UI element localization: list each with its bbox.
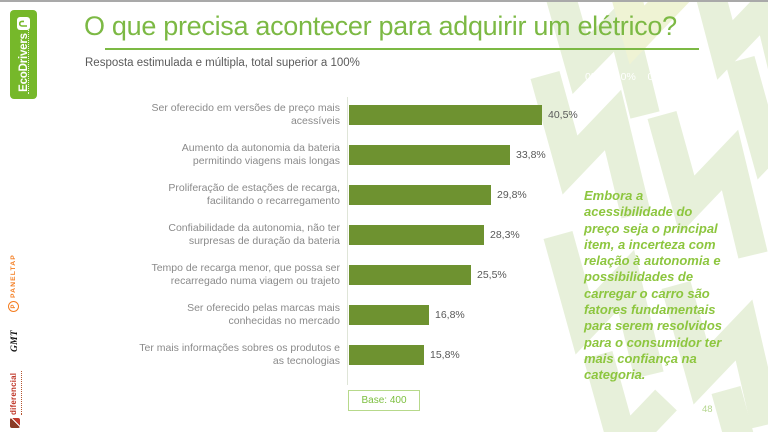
value-label: 15,8%: [430, 349, 460, 361]
diferencial-tagline: [18, 371, 22, 415]
bar-group: 15,8%: [349, 345, 460, 365]
category-label: Ser oferecido pelas marcas mais conhecid…: [187, 301, 340, 327]
diferencial-icon: [10, 418, 20, 428]
paneltap-p-icon: P: [8, 301, 19, 312]
paneltap-logo: P PANELTAP: [7, 244, 20, 312]
axis-line: [347, 97, 348, 385]
bar: [349, 345, 424, 365]
category-label: Ter mais informações sobres os produtos …: [139, 341, 340, 367]
category-label: Ser oferecido em versões de preço mais a…: [151, 101, 340, 127]
base-badge: Base: 400: [348, 390, 420, 411]
category-label: Confiabilidade da autonomia, não ter sur…: [168, 221, 340, 247]
ghost-value-labels: 0% 0,0% 0,0%: [585, 71, 672, 83]
bar-group: 16,8%: [349, 305, 465, 325]
chart-row: Ser oferecido pelas marcas mais conhecid…: [68, 295, 578, 335]
value-label: 16,8%: [435, 309, 465, 321]
top-divider: [0, 0, 768, 2]
bar-group: 28,3%: [349, 225, 520, 245]
commentary-text: Embora a acessibilidade do preço seja o …: [584, 188, 723, 383]
value-label: 40,5%: [548, 109, 578, 121]
ecodrivers-tagline: [26, 18, 29, 94]
gmt-logo-text: GMT: [10, 329, 20, 352]
chart-row: Ter mais informações sobres os produtos …: [68, 335, 578, 375]
base-label: Base: 400: [361, 395, 407, 406]
chart-row: Confiabilidade da autonomia, não ter sur…: [68, 215, 578, 255]
bar-group: 25,5%: [349, 265, 507, 285]
chart-row: Proliferação de estações de recarga, fac…: [68, 175, 578, 215]
bar-group: 40,5%: [349, 105, 578, 125]
ecodrivers-logo: EcoDrivers: [10, 10, 37, 99]
bar: [349, 145, 510, 165]
bar-group: 29,8%: [349, 185, 527, 205]
diferencial-logo-text: diferencial: [8, 372, 18, 415]
category-label: Tempo de recarga menor, que possa ser re…: [151, 261, 340, 287]
value-label: 25,5%: [477, 269, 507, 281]
page-subtitle: Resposta estimulada e múltipla, total su…: [85, 57, 360, 69]
chart-row: Aumento da autonomia da bateria permitin…: [68, 135, 578, 175]
paneltap-logo-text: PANELTAP: [10, 254, 17, 298]
bar: [349, 305, 429, 325]
bar: [349, 105, 542, 125]
bar-chart: Ser oferecido em versões de preço mais a…: [68, 95, 578, 385]
bar-rows: Ser oferecido em versões de preço mais a…: [68, 95, 578, 375]
diferencial-logo: diferencial: [5, 358, 25, 428]
value-label: 29,8%: [497, 189, 527, 201]
ecodrivers-logo-inner: EcoDrivers: [10, 10, 37, 99]
page-number: 48: [702, 404, 713, 415]
bar-group: 33,8%: [349, 145, 546, 165]
category-label: Proliferação de estações de recarga, fac…: [168, 181, 340, 207]
chart-row: Tempo de recarga menor, que possa ser re…: [68, 255, 578, 295]
bar: [349, 185, 491, 205]
ecodrivers-plug-icon: [17, 17, 30, 31]
title-underline: [105, 48, 699, 50]
bar: [349, 225, 484, 245]
gmt-logo: GMT: [9, 318, 21, 352]
chart-row: Ser oferecido em versões de preço mais a…: [68, 95, 578, 135]
value-label: 33,8%: [516, 149, 546, 161]
page-title: O que precisa acontecer para adquirir um…: [84, 11, 677, 41]
value-label: 28,3%: [490, 229, 520, 241]
bar: [349, 265, 471, 285]
category-label: Aumento da autonomia da bateria permitin…: [181, 141, 340, 167]
